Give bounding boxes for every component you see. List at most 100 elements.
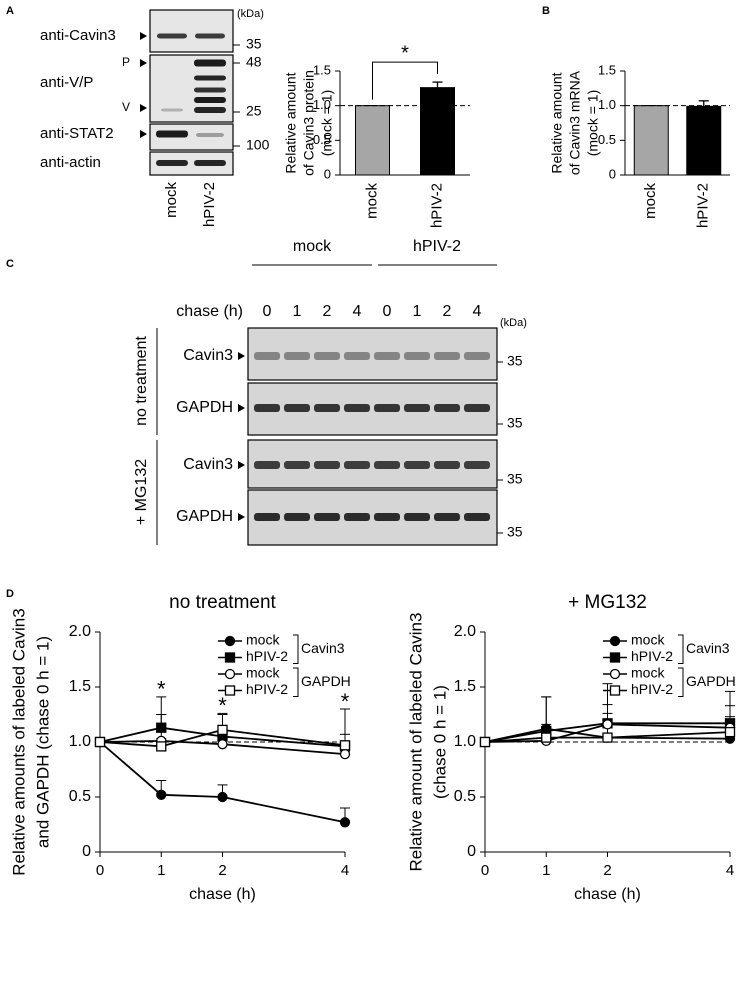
blot-band [254, 352, 280, 360]
y-axis-label: Relative amount of labeled Cavin3 [406, 613, 425, 872]
blot-band [344, 513, 370, 521]
row-label: Cavin3 [183, 347, 233, 364]
blot-band [284, 404, 310, 412]
lane-label: mock [163, 182, 180, 218]
legend-group-label: Cavin3 [686, 640, 730, 656]
blot-band [161, 108, 183, 112]
significance-bracket [372, 61, 438, 100]
bar [420, 87, 455, 176]
series-line [484, 722, 730, 743]
band-arrow [238, 404, 245, 412]
y-tick-label: 2.0 [454, 623, 476, 640]
blot-band [157, 33, 187, 39]
x-tick-label: mock [642, 183, 659, 219]
treatment-label: + MG132 [133, 459, 150, 525]
marker [224, 652, 236, 663]
x-tick-label: hPIV-2 [428, 183, 445, 228]
series-line [99, 741, 346, 824]
unit-label: (kDa) [237, 8, 264, 20]
blot-band [374, 352, 400, 360]
blot-band [374, 461, 400, 469]
lane-label: 2 [443, 303, 452, 320]
blot-band [194, 160, 226, 166]
lane-label: 4 [473, 303, 482, 320]
y-axis-label: and GAPDH (chase 0 h = 1) [33, 636, 52, 848]
band-arrow [238, 513, 245, 521]
marker [217, 791, 228, 803]
legend-group-label: GAPDH [686, 673, 736, 689]
marker [156, 789, 167, 800]
blot-band [156, 160, 188, 166]
marker [94, 736, 106, 748]
y-axis-label: Relative amount [283, 72, 299, 173]
lane-label: 1 [293, 303, 302, 320]
y-axis-label: of Cavin3 protein [301, 70, 317, 176]
blot-band [254, 404, 280, 412]
blot-band [344, 352, 370, 360]
lane-label: 1 [413, 303, 422, 320]
blot-band [284, 513, 310, 521]
marker [609, 652, 621, 663]
y-axis-label: Relative amounts of labeled Cavin3 [9, 608, 28, 875]
blot-strip [149, 151, 234, 176]
x-tick-label: 2 [603, 862, 611, 879]
marker [339, 748, 351, 760]
legend-label: hPIV-2 [246, 648, 288, 664]
treatment-label: no treatment [133, 336, 150, 426]
blot-band [254, 461, 280, 469]
blot-band [194, 75, 226, 81]
legend-bracket [678, 634, 684, 664]
legend-label: mock [246, 665, 280, 681]
bar [686, 105, 722, 176]
legend-label: mock [246, 632, 280, 648]
blot-band [194, 107, 226, 113]
chase-label: chase (h) [176, 303, 243, 320]
bar [355, 105, 390, 176]
blot-band [434, 404, 460, 412]
band-arrow [140, 32, 147, 40]
band-arrow [238, 461, 245, 469]
x-tick-label: hPIV-2 [695, 183, 712, 228]
blot-band [374, 404, 400, 412]
blot-band [284, 461, 310, 469]
blot-band [464, 404, 490, 412]
blot-band [434, 513, 460, 521]
blot-band [195, 33, 225, 39]
size-marker: 35 [507, 524, 523, 540]
blot-band [344, 461, 370, 469]
blot-band [374, 513, 400, 521]
marker [217, 724, 228, 736]
y-tick-label: 0.5 [454, 788, 476, 805]
y-axis-label: (mock = 1) [319, 90, 335, 157]
blot-band [314, 513, 340, 521]
blot-strip [247, 327, 498, 381]
blot-band [194, 97, 226, 103]
y-axis-label: of Cavin3 mRNA [567, 70, 583, 175]
marker [609, 668, 621, 680]
series-line [99, 739, 346, 755]
group-label: hPIV-2 [413, 238, 461, 255]
size-marker: 25 [246, 103, 262, 119]
legend-bracket [293, 634, 299, 664]
x-axis-label: chase (h) [189, 886, 256, 903]
marker [724, 726, 736, 738]
legend-bracket [678, 667, 684, 697]
blot-band [314, 404, 340, 412]
marker [602, 732, 613, 743]
lane-label: 2 [323, 303, 332, 320]
legend-label: hPIV-2 [246, 681, 288, 697]
lane-label: hPIV-2 [201, 182, 218, 227]
y-tick-label: 0.5 [69, 788, 91, 805]
legend-bracket [293, 667, 299, 697]
marker [224, 668, 236, 680]
legend-label: hPIV-2 [631, 648, 673, 664]
blot-band [196, 133, 224, 137]
significance-mark: * [157, 677, 166, 702]
blot-band [404, 461, 430, 469]
size-marker: 100 [246, 137, 270, 153]
band-arrow [140, 130, 147, 138]
blot-strip [149, 9, 234, 53]
marker [479, 736, 491, 748]
y-tick-label: 0.5 [313, 132, 331, 147]
blot-band [464, 461, 490, 469]
